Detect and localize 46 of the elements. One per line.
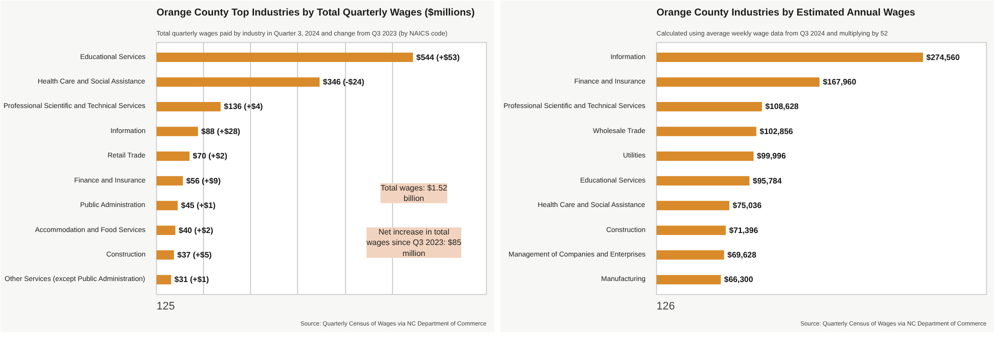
annotation: Net increase in total wages since Q3 2023: $85 million <box>366 227 462 258</box>
bar <box>156 102 221 112</box>
data-label: $31 (+$1) <box>174 275 210 284</box>
data-label: $95,784 <box>752 176 782 186</box>
bar <box>656 226 726 235</box>
data-label: $75,036 <box>732 201 762 210</box>
data-label: $167,960 <box>822 78 857 87</box>
bar <box>156 52 413 62</box>
data-label: $102,856 <box>760 126 794 136</box>
bar <box>656 151 754 161</box>
bar <box>156 151 190 161</box>
data-label: $346 (-$24) <box>322 78 365 87</box>
data-label: $99,996 <box>756 152 786 161</box>
data-label: $71,396 <box>729 226 759 235</box>
annotation: Total wages: $1.52 billion <box>380 183 448 204</box>
bar <box>656 102 762 112</box>
data-label: $88 (+$28) <box>201 126 241 136</box>
data-label: $108,628 <box>765 102 800 112</box>
data-label: $69,628 <box>727 250 757 260</box>
bar <box>156 176 183 186</box>
bar <box>656 176 750 186</box>
text: 125 <box>156 300 175 312</box>
data-label: $136 (+$4) <box>224 102 264 112</box>
bar <box>156 200 178 210</box>
data-label: $544 (+$53) <box>416 52 460 62</box>
data-label: $56 (+$9) <box>186 176 222 186</box>
text: 126 <box>656 300 675 312</box>
bar <box>656 52 923 62</box>
bar <box>156 126 198 136</box>
data-label: $70 (+$2) <box>192 152 228 161</box>
chart-title: Orange County Top Industries by Total Quarterly Wages ($millions) <box>156 8 475 18</box>
bar <box>656 250 724 260</box>
bar <box>156 250 174 260</box>
data-label: $45 (+$1) <box>181 201 216 210</box>
bar <box>156 226 176 235</box>
bar <box>656 274 721 284</box>
bar <box>156 77 320 87</box>
bar <box>656 200 730 210</box>
data-label: $40 (+$2) <box>178 226 214 235</box>
data-label: $274,560 <box>926 52 960 62</box>
data-label: $37 (+$5) <box>177 250 212 260</box>
bar <box>656 126 756 136</box>
data-label: $66,300 <box>724 275 754 284</box>
chart-title: Orange County Industries by Estimated Annual Wages <box>656 8 916 18</box>
bar <box>656 77 820 87</box>
bar <box>156 274 172 284</box>
